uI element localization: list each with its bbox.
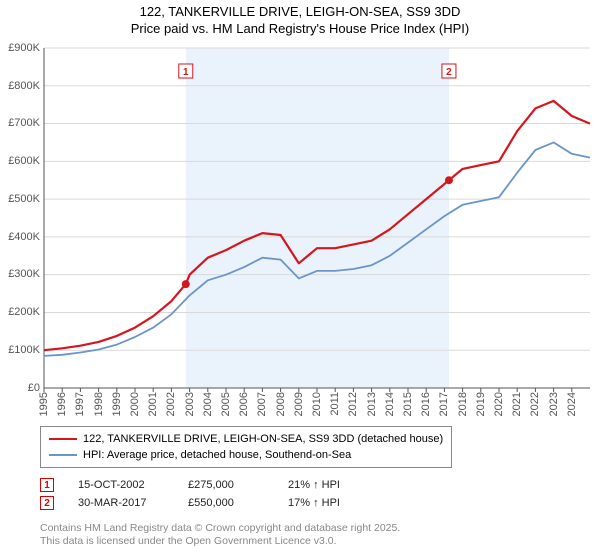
xtick-label: 2008: [275, 392, 287, 416]
ytick-label: £0: [0, 382, 40, 394]
marker-pct-1: 21% ↑ HPI: [288, 479, 388, 491]
xtick-label: 2017: [438, 392, 450, 416]
ytick-label: £500K: [0, 193, 40, 205]
marker-row-2: 2 30-MAR-2017 £550,000 17% ↑ HPI: [40, 494, 600, 512]
xtick-label: 2000: [129, 392, 141, 416]
marker-pct-2: 17% ↑ HPI: [288, 497, 388, 509]
xtick-label: 2020: [493, 392, 505, 416]
chart-container: 122, TANKERVILLE DRIVE, LEIGH-ON-SEA, SS…: [0, 0, 600, 560]
marker-date-2: 30-MAR-2017: [78, 497, 188, 509]
svg-text:1: 1: [183, 67, 189, 78]
legend: 122, TANKERVILLE DRIVE, LEIGH-ON-SEA, SS…: [40, 426, 452, 468]
xtick-label: 2012: [347, 392, 359, 416]
xtick-label: 2006: [238, 392, 250, 416]
ytick-label: £400K: [0, 231, 40, 243]
footer-line-2: This data is licensed under the Open Gov…: [40, 535, 600, 549]
legend-label-2: HPI: Average price, detached house, Sout…: [83, 449, 351, 461]
xtick-label: 2011: [329, 392, 341, 416]
title-block: 122, TANKERVILLE DRIVE, LEIGH-ON-SEA, SS…: [0, 0, 600, 40]
xtick-label: 2005: [220, 392, 232, 416]
chart-area: 12 £0£100K£200K£300K£400K£500K£600K£700K…: [0, 40, 600, 420]
xtick-label: 2001: [147, 392, 159, 416]
xtick-label: 1999: [111, 392, 123, 416]
xtick-label: 2015: [402, 392, 414, 416]
xtick-label: 2003: [184, 392, 196, 416]
marker-price-2: £550,000: [188, 497, 288, 509]
xtick-label: 2016: [420, 392, 432, 416]
xtick-label: 2019: [475, 392, 487, 416]
marker-date-1: 15-OCT-2002: [78, 479, 188, 491]
ytick-label: £900K: [0, 42, 40, 54]
ytick-label: £100K: [0, 344, 40, 356]
marker-price-1: £275,000: [188, 479, 288, 491]
marker-box-2: 2: [40, 496, 54, 510]
svg-text:2: 2: [446, 67, 452, 78]
legend-swatch-2: [49, 454, 77, 456]
xtick-label: 2009: [293, 392, 305, 416]
marker-row-1: 1 15-OCT-2002 £275,000 21% ↑ HPI: [40, 476, 600, 494]
legend-swatch-1: [49, 438, 77, 440]
xtick-label: 2023: [548, 392, 560, 416]
marker-box-1: 1: [40, 478, 54, 492]
ytick-label: £600K: [0, 155, 40, 167]
ytick-label: £700K: [0, 117, 40, 129]
xtick-label: 2018: [457, 392, 469, 416]
legend-item-2: HPI: Average price, detached house, Sout…: [49, 447, 443, 463]
marker-table: 1 15-OCT-2002 £275,000 21% ↑ HPI 2 30-MA…: [40, 476, 600, 512]
xtick-label: 2004: [202, 392, 214, 416]
footer: Contains HM Land Registry data © Crown c…: [40, 522, 600, 549]
xtick-label: 2014: [384, 392, 396, 416]
ytick-label: £200K: [0, 306, 40, 318]
ytick-label: £800K: [0, 80, 40, 92]
xtick-label: 2013: [366, 392, 378, 416]
title-line-1: 122, TANKERVILLE DRIVE, LEIGH-ON-SEA, SS…: [0, 4, 600, 21]
title-line-2: Price paid vs. HM Land Registry's House …: [0, 21, 600, 38]
xtick-label: 2024: [566, 392, 578, 416]
xtick-label: 1997: [74, 392, 86, 416]
legend-label-1: 122, TANKERVILLE DRIVE, LEIGH-ON-SEA, SS…: [83, 433, 443, 445]
xtick-label: 2007: [256, 392, 268, 416]
chart-svg: 12: [0, 40, 600, 420]
legend-item-1: 122, TANKERVILLE DRIVE, LEIGH-ON-SEA, SS…: [49, 431, 443, 447]
ytick-label: £300K: [0, 268, 40, 280]
xtick-label: 2002: [165, 392, 177, 416]
xtick-label: 2010: [311, 392, 323, 416]
xtick-label: 1995: [38, 392, 50, 416]
footer-line-1: Contains HM Land Registry data © Crown c…: [40, 522, 600, 536]
xtick-label: 2022: [529, 392, 541, 416]
xtick-label: 1996: [56, 392, 68, 416]
xtick-label: 1998: [93, 392, 105, 416]
xtick-label: 2021: [511, 392, 523, 416]
